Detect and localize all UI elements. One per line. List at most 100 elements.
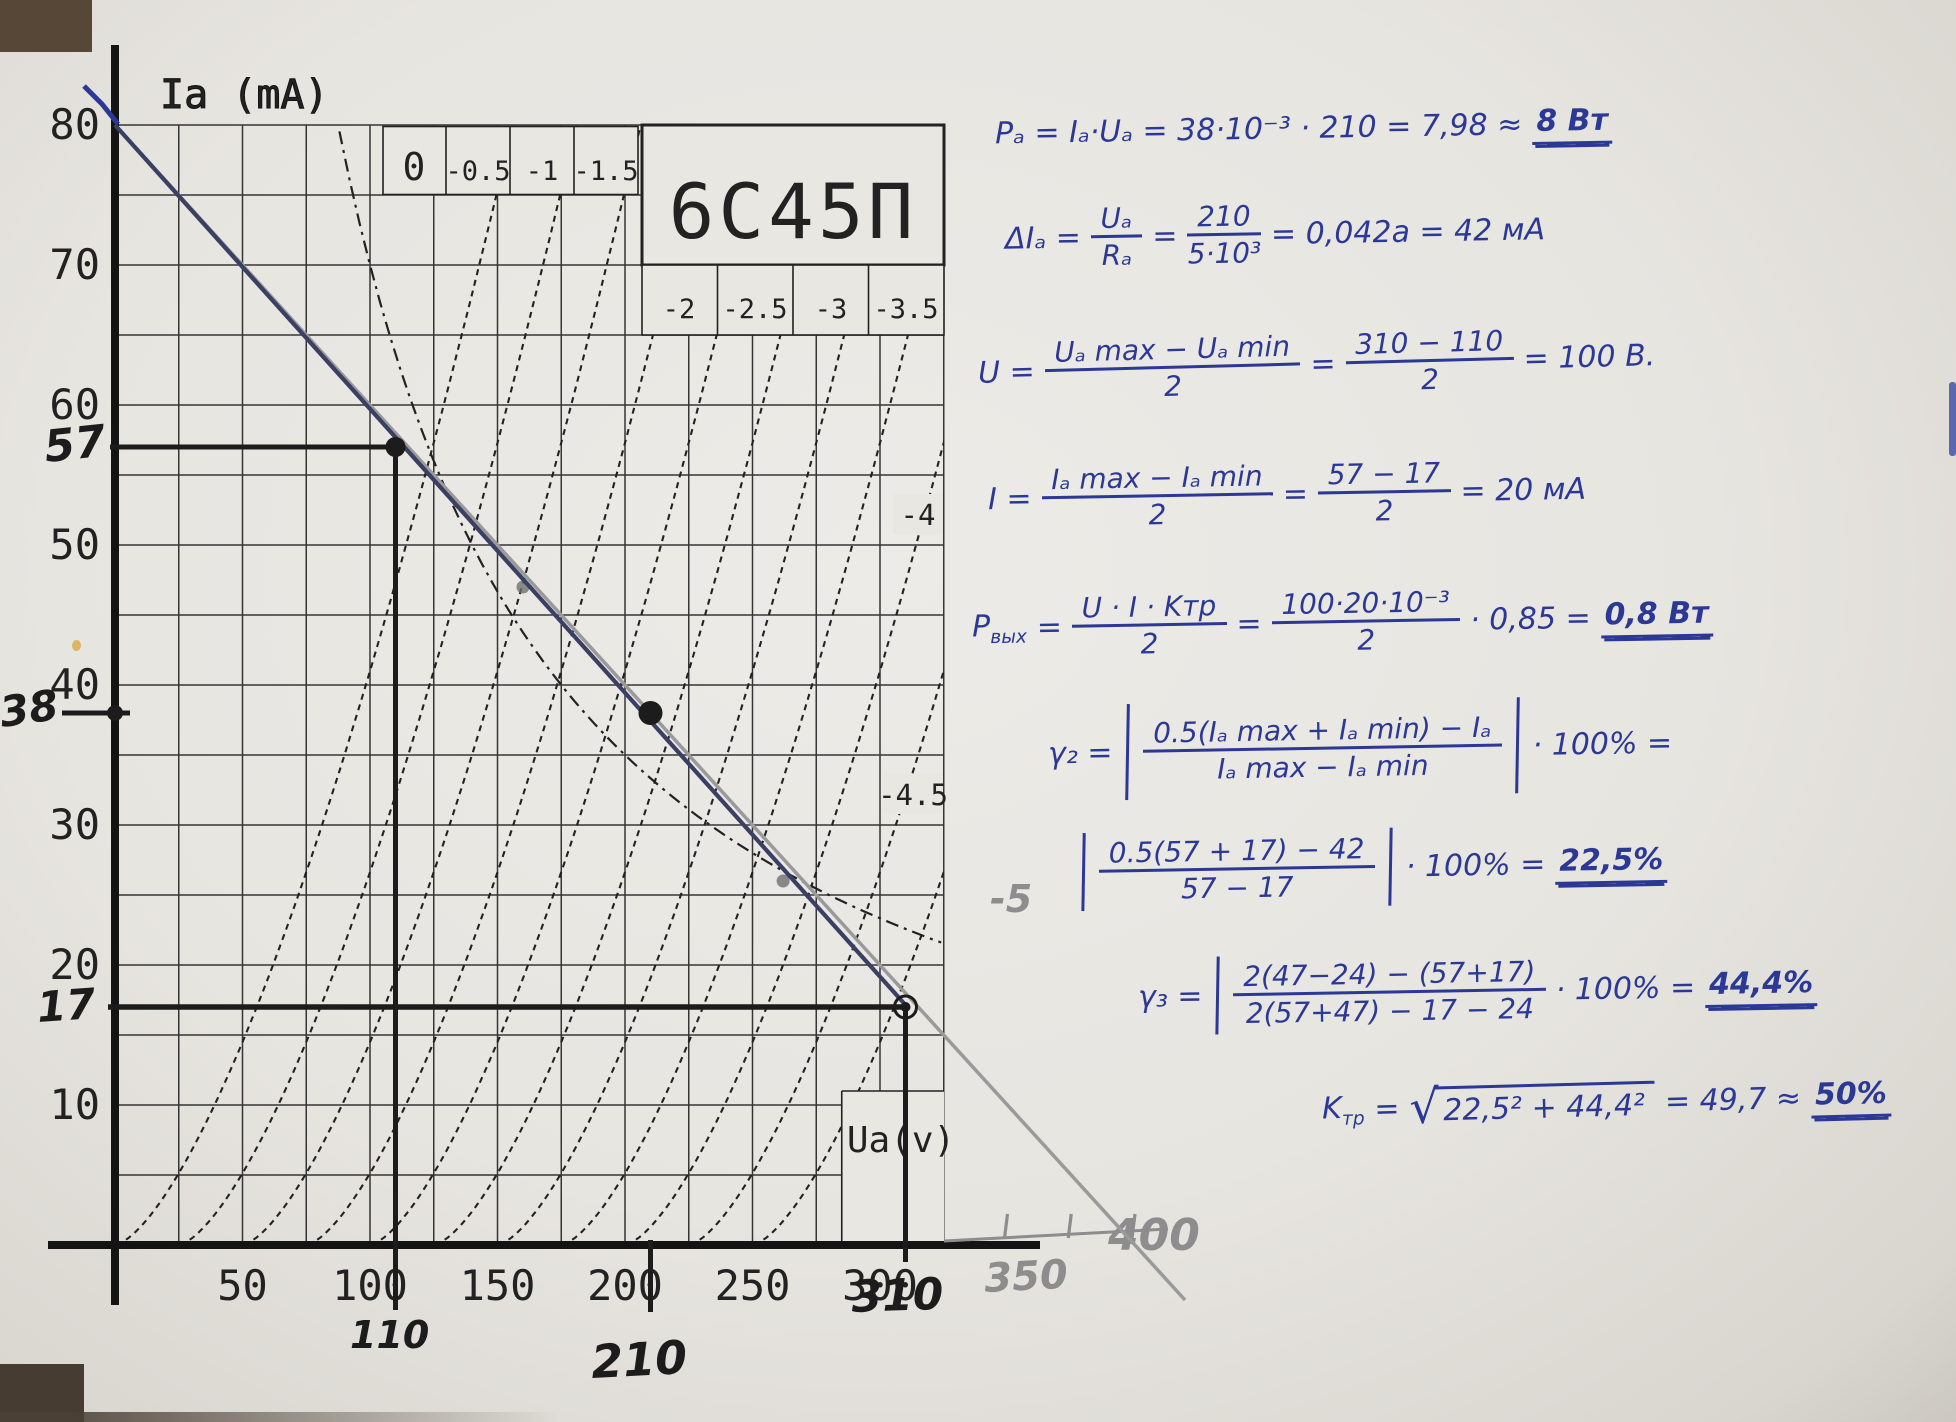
curve-label: -3.5 bbox=[873, 294, 938, 325]
x-axis-title: Ua(v) bbox=[847, 1120, 955, 1161]
photo-corner-shadow-topleft bbox=[0, 0, 92, 52]
hand-x-label: 210 bbox=[590, 1330, 689, 1389]
y-tick-label: 60 bbox=[49, 380, 100, 429]
x-tick-label: 150 bbox=[460, 1261, 536, 1310]
square-root: √ 22,5² + 44,4² bbox=[1409, 1079, 1656, 1134]
curve-label: -3 bbox=[815, 294, 848, 325]
blue-tab-mark bbox=[1949, 382, 1956, 456]
axis-extension bbox=[943, 1227, 1169, 1243]
curve-Vg--0.5 bbox=[179, 125, 579, 1245]
curve-Vg--1.5 bbox=[307, 125, 706, 1245]
axes: Ia (mA) bbox=[48, 45, 1040, 1305]
curve-labels-side: -4 -4.5 bbox=[878, 494, 948, 814]
fraction: 2(47−24) − (57+17) 2(57+47) − 17 − 24 bbox=[1232, 955, 1546, 1030]
hand-x-label: 310 bbox=[851, 1269, 945, 1323]
curve-Vg--2.5 bbox=[434, 125, 834, 1245]
abs-bar bbox=[1388, 827, 1393, 906]
abs-bar bbox=[1125, 704, 1131, 801]
characteristic-curves bbox=[115, 125, 944, 1245]
pencil-curve-label: -5 bbox=[990, 877, 1032, 921]
y-tick-label: 10 bbox=[49, 1080, 100, 1129]
curve-label: -0.5 bbox=[445, 156, 510, 187]
fraction: 57 − 17 2 bbox=[1317, 456, 1451, 528]
minor-point bbox=[776, 874, 790, 888]
fraction: Uₐ Rₐ bbox=[1090, 201, 1143, 272]
fraction: 210 5·10³ bbox=[1186, 199, 1262, 271]
point-310-17 bbox=[900, 1002, 911, 1012]
load-line-inked bbox=[113, 123, 908, 1007]
x-axis-label-notch: Ua(v) bbox=[840, 1090, 955, 1245]
formula-result: 50% bbox=[1810, 1075, 1892, 1119]
abs-bar bbox=[1215, 956, 1221, 1035]
fraction: 0.5(57 + 17) − 42 57 − 17 bbox=[1098, 832, 1375, 907]
curve-label: -2.5 bbox=[722, 294, 787, 325]
formula-text: ΔIₐ = bbox=[1004, 220, 1082, 257]
curve-Vg--3 bbox=[498, 125, 897, 1245]
formula-result: 44,4% bbox=[1704, 964, 1818, 1008]
curve-label: -1 bbox=[526, 156, 559, 187]
y-tick-label: 70 bbox=[49, 240, 100, 289]
x-tick-label: 50 bbox=[217, 1261, 268, 1310]
anode-characteristics-chart: Ua(v) 0 -0.5 -1 -1.5 6С45П -2 -2.5 -3 -3.5 -4 -4.5 I… bbox=[0, 45, 1200, 1389]
y-axis-title: Ia (mA) bbox=[160, 72, 329, 118]
fraction: Iₐ max − Iₐ min 2 bbox=[1040, 459, 1273, 533]
x-tick-label: 300 bbox=[842, 1261, 918, 1310]
pen-construction: 57 110 38 210 17 310 bbox=[0, 84, 945, 1389]
curve-labels-row2: -2 -2.5 -3 -3.5 bbox=[641, 264, 945, 336]
paper-speck bbox=[72, 640, 81, 651]
curve-label: -1.5 bbox=[573, 156, 638, 187]
curve-label: -4.5 bbox=[878, 778, 948, 812]
axis-dot-38 bbox=[107, 705, 123, 721]
formula-result: 8 Вт bbox=[1531, 102, 1613, 146]
fraction: 100·20·10⁻³ 2 bbox=[1271, 585, 1461, 658]
tube-title-box: 6С45П bbox=[640, 123, 946, 267]
curve-Vg--4 bbox=[625, 437, 944, 1245]
y-tick-label: 40 bbox=[49, 660, 100, 709]
curve-Vg-0 bbox=[115, 125, 515, 1245]
pencil-tick bbox=[1066, 1213, 1073, 1239]
curve-label: -2 bbox=[663, 294, 696, 325]
formula-gamma2: γ₂ = 0.5(Iₐ max + Iₐ min) − Iₐ Iₐ max − … bbox=[1047, 695, 1673, 802]
point-110-57 bbox=[385, 437, 406, 457]
hand-y-label: 38 bbox=[0, 680, 61, 737]
point-310-17-ring bbox=[893, 994, 918, 1020]
formula-gamma2-values: 0.5(57 + 17) − 42 57 − 17 · 100% = 22,5% bbox=[1077, 823, 1668, 912]
abs-bar bbox=[1514, 697, 1520, 794]
fraction: U · I · Kтр 2 bbox=[1071, 589, 1227, 661]
fraction: Uₐ max − Uₐ min 2 bbox=[1043, 330, 1302, 405]
symbol-with-subscript: Kтр bbox=[1321, 1090, 1365, 1130]
photo-edge-shadow-bottom bbox=[0, 1412, 560, 1422]
y-tick-label: 20 bbox=[49, 940, 100, 989]
fraction: 0.5(Iₐ max + Iₐ min) − Iₐ Iₐ max − Iₐ mi… bbox=[1142, 710, 1502, 786]
formula-current-swing: I = Iₐ max − Iₐ min 2 = 57 − 17 2 = 20 м… bbox=[987, 456, 1587, 533]
hand-y-label: 17 bbox=[35, 979, 97, 1032]
x-tick-label: 250 bbox=[715, 1261, 791, 1310]
pencil-x-label: 350 bbox=[983, 1252, 1069, 1302]
curve-Vg--1 bbox=[243, 125, 642, 1245]
formula-result: 0,8 Вт bbox=[1600, 595, 1713, 639]
formula-text: Pₐ = Iₐ·Uₐ = 38·10⁻³ · 210 = 7,98 ≈ bbox=[994, 107, 1523, 152]
formula-delta-ia: ΔIₐ = Uₐ Rₐ = 210 5·10³ = 0,042a = 42 мА bbox=[1004, 199, 1546, 273]
load-line-start-mark bbox=[82, 84, 120, 126]
hand-x-label: 110 bbox=[350, 1313, 429, 1357]
abs-bar bbox=[1081, 833, 1086, 912]
y-tick-label: 80 bbox=[49, 100, 100, 149]
pencil-tick bbox=[1130, 1213, 1137, 1239]
fraction: 310 − 110 2 bbox=[1344, 324, 1515, 398]
point-210-38 bbox=[638, 701, 663, 725]
formula-ktr: Kтр = √ 22,5² + 44,4² = 49,7 ≈ 50% bbox=[1321, 1075, 1892, 1134]
y-tick-label: 50 bbox=[49, 520, 100, 569]
curve-labels-row1: 0 -0.5 -1 -1.5 bbox=[382, 125, 639, 196]
tube-title: 6С45П bbox=[669, 167, 918, 256]
symbol-with-subscript: Pвых bbox=[971, 609, 1028, 649]
hand-y-label: 57 bbox=[42, 416, 109, 473]
y-tick-label: 30 bbox=[49, 800, 100, 849]
curve-Vg--2 bbox=[370, 125, 770, 1245]
formula-output-power: Pвых = U · I · Kтр 2 = 100·20·10⁻³ 2 · 0… bbox=[971, 582, 1713, 664]
formula-gamma3: γ₃ = 2(47−24) − (57+17) 2(57+47) − 17 − … bbox=[1137, 946, 1818, 1036]
pencil-tick bbox=[1002, 1213, 1010, 1239]
curve-Vg--3.5 bbox=[562, 184, 944, 1245]
formula-result: 22,5% bbox=[1554, 841, 1668, 885]
